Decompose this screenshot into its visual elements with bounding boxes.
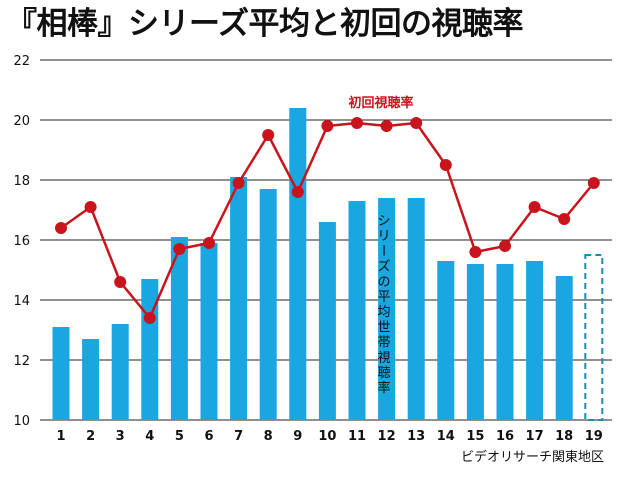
x-tick-label: 19: [585, 429, 603, 444]
series-point: [143, 312, 156, 324]
x-tick-label: 15: [466, 429, 484, 444]
bar: [111, 324, 129, 420]
bar-series-label-char: ー: [375, 244, 390, 257]
pending-bar-outline: [584, 254, 604, 421]
x-tick-label: 9: [293, 429, 302, 444]
series-point: [55, 222, 67, 234]
series-point: [499, 240, 511, 252]
bar: [318, 222, 336, 420]
series-point: [380, 120, 393, 132]
x-tick-label: 2: [86, 429, 95, 444]
series-point: [558, 213, 571, 225]
bar: [555, 276, 573, 420]
series-point: [291, 186, 304, 198]
bar-series-label-char: 視: [377, 351, 390, 366]
bar: [170, 237, 188, 420]
line-series-label: 初回視聴率: [348, 95, 413, 111]
x-tick-label: 11: [348, 429, 366, 444]
y-tick-label: 22: [13, 54, 30, 69]
x-tick-label: 10: [318, 429, 336, 444]
bar: [141, 279, 159, 420]
series-point: [587, 177, 600, 189]
series-point: [84, 201, 97, 213]
series-point: [321, 120, 334, 132]
bar: [378, 198, 396, 420]
y-tick-label: 18: [13, 174, 30, 189]
series-point: [232, 177, 245, 189]
x-tick-label: 5: [175, 429, 184, 444]
bar-series-label-char: 世: [377, 320, 390, 335]
series-point: [203, 237, 215, 249]
bar: [407, 198, 425, 420]
bar-series-label-char: 平: [377, 290, 390, 305]
bar: [52, 327, 70, 420]
bar: [230, 177, 248, 420]
y-tick-label: 12: [13, 354, 30, 369]
x-tick-label: 4: [145, 429, 154, 444]
x-tick-label: 7: [234, 429, 243, 444]
x-tick-label: 14: [437, 429, 455, 444]
x-tick-label: 13: [407, 429, 425, 444]
x-tick-label: 3: [116, 429, 125, 444]
y-tick-label: 14: [13, 294, 30, 309]
y-tick-label: 20: [13, 114, 30, 129]
series-point: [114, 276, 127, 288]
bar-series-label-char: 聴: [377, 366, 390, 381]
bar: [259, 189, 277, 420]
bar-series-label-char: 帯: [377, 336, 390, 351]
bar: [496, 264, 514, 420]
bar: [200, 243, 218, 420]
x-tick-label: 12: [378, 429, 396, 444]
bar: [82, 339, 100, 420]
series-point: [262, 129, 275, 141]
series-point: [173, 243, 186, 255]
bar-series-label-char: シ: [377, 214, 390, 229]
source-note: ビデオリサーチ関東地区: [461, 449, 604, 465]
bar-series-label-char: リ: [377, 229, 390, 244]
x-tick-label: 1: [56, 429, 65, 444]
series-point: [351, 117, 363, 129]
bar: [526, 261, 544, 420]
bar-series-label-char: 率: [377, 380, 390, 396]
series-point: [410, 117, 423, 129]
x-tick-label: 16: [496, 429, 514, 444]
bar-series-label-char: 均: [377, 305, 390, 320]
x-tick-label: 17: [526, 429, 544, 444]
y-tick-label: 16: [13, 234, 30, 249]
x-tick-label: 6: [204, 429, 213, 444]
series-point: [469, 246, 482, 258]
y-tick-label: 10: [13, 414, 30, 429]
bar: [466, 264, 484, 420]
bar-series-label-char: の: [377, 275, 390, 290]
bar: [348, 201, 366, 420]
x-tick-label: 18: [555, 429, 573, 444]
bar: [437, 261, 455, 420]
series-point: [439, 159, 452, 171]
bar: [289, 108, 307, 420]
series-point: [528, 201, 541, 213]
chart-title: 『相棒』シリーズ平均と初回の視聴率: [6, 6, 523, 42]
bar-series-label-char: ズ: [377, 259, 390, 275]
x-tick-label: 8: [264, 429, 273, 444]
